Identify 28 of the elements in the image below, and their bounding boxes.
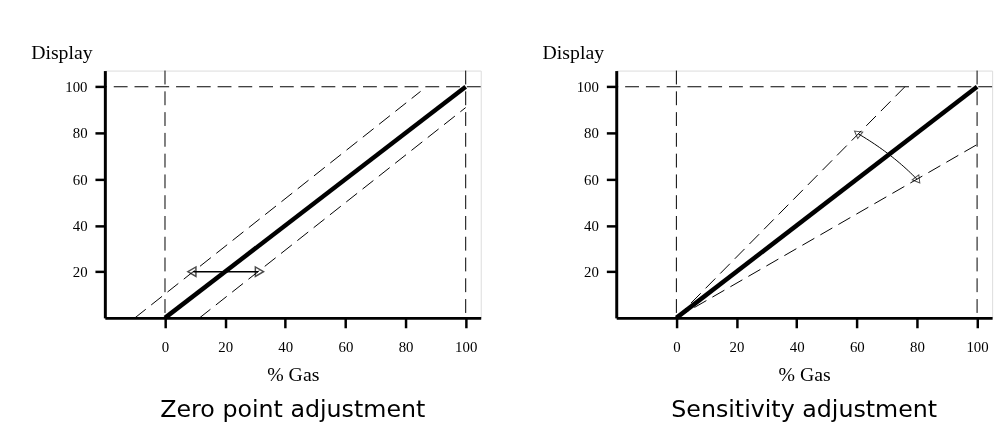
x-axis-title: % Gas xyxy=(267,362,320,385)
y-tick-label: 40 xyxy=(584,217,599,234)
x-tick-label: 100 xyxy=(966,339,989,355)
x-tick-label: 20 xyxy=(218,339,234,355)
text: Zero point adjustment xyxy=(160,394,426,423)
x-tick-label: 100 xyxy=(455,339,478,355)
x-tick-label: 60 xyxy=(338,339,354,355)
y-tick-label: 20 xyxy=(72,264,88,281)
x-tick-label: 0 xyxy=(161,339,170,355)
y-axis-title: Display xyxy=(542,41,605,64)
y-tick-label: 80 xyxy=(584,125,599,142)
x-tick-label: 40 xyxy=(789,339,805,355)
x-tick-label: 0 xyxy=(673,339,681,355)
y-tick-label: 60 xyxy=(584,171,599,188)
y-tick-label: 60 xyxy=(72,171,88,188)
x-tick-label: 80 xyxy=(398,339,414,355)
y-tick-label: 20 xyxy=(584,264,599,281)
y-tick-label: 80 xyxy=(72,125,88,142)
x-tick-label: 60 xyxy=(849,339,865,355)
text: Sensitivity adjustment xyxy=(671,394,938,423)
y-tick-label: 100 xyxy=(65,79,88,96)
x-tick-label: 40 xyxy=(278,339,294,355)
x-tick-label: 80 xyxy=(910,339,925,355)
x-axis-title: % Gas xyxy=(778,362,831,385)
y-axis-title: Display xyxy=(31,41,93,64)
y-tick-label: 100 xyxy=(576,79,599,96)
x-tick-label: 20 xyxy=(729,339,745,355)
y-tick-label: 40 xyxy=(72,217,88,234)
